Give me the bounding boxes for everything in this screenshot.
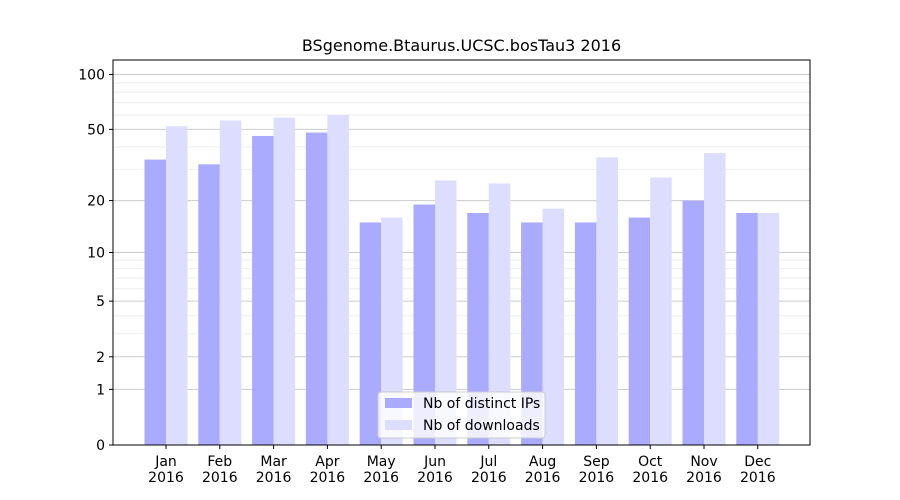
x-tick-label-month: Jul bbox=[479, 454, 497, 470]
y-tick-label: 50 bbox=[87, 122, 105, 138]
x-tick-label-year: 2016 bbox=[471, 470, 507, 486]
legend: Nb of distinct IPs Nb of downloads bbox=[377, 391, 546, 439]
x-tick-label-month: Apr bbox=[315, 454, 339, 470]
bar-downloads bbox=[650, 177, 672, 445]
y-tick-label: 2 bbox=[96, 350, 105, 366]
x-tick-label-year: 2016 bbox=[740, 470, 776, 486]
bar-distinct-ips bbox=[252, 135, 274, 445]
x-tick-label-year: 2016 bbox=[202, 470, 238, 486]
x-tick-label-month: Aug bbox=[529, 454, 556, 470]
bar-downloads bbox=[327, 114, 349, 445]
bar-distinct-ips bbox=[736, 212, 758, 445]
bar-downloads bbox=[381, 217, 403, 445]
bar-downloads bbox=[596, 157, 618, 445]
bar-downloads bbox=[166, 126, 188, 445]
y-tick-label: 20 bbox=[87, 194, 105, 210]
bar-distinct-ips bbox=[144, 159, 166, 445]
bar-distinct-ips bbox=[198, 164, 220, 445]
bar-distinct-ips bbox=[628, 217, 651, 445]
x-tick-label-month: Mar bbox=[260, 454, 287, 470]
x-tick-label-year: 2016 bbox=[417, 470, 453, 486]
legend-swatch-distinct-ips bbox=[385, 398, 412, 408]
x-tick-label-year: 2016 bbox=[256, 470, 292, 486]
x-tick-label-month: Feb bbox=[207, 454, 232, 470]
x-tick-label-year: 2016 bbox=[579, 470, 615, 486]
bars bbox=[144, 114, 780, 446]
x-tick-label-year: 2016 bbox=[525, 470, 561, 486]
legend-swatch-downloads bbox=[385, 420, 412, 430]
x-tick-label-year: 2016 bbox=[148, 470, 184, 486]
x-tick-label-month: Dec bbox=[744, 454, 771, 470]
bar-distinct-ips bbox=[574, 222, 597, 445]
x-tick-label-year: 2016 bbox=[310, 470, 346, 486]
x-tick-label-year: 2016 bbox=[632, 470, 668, 486]
legend-frame bbox=[377, 391, 546, 439]
x-axis: Jan2016Feb2016Mar2016Apr2016May2016Jun20… bbox=[148, 445, 776, 486]
bar-downloads bbox=[704, 152, 726, 445]
x-tick-label-month: Jun bbox=[423, 454, 446, 470]
y-tick-label: 10 bbox=[87, 246, 105, 262]
bar-distinct-ips bbox=[359, 222, 382, 445]
y-axis: 0 1 2 5 10 20 50 100 bbox=[78, 68, 113, 454]
bar-distinct-ips bbox=[521, 222, 543, 445]
bar-downloads bbox=[488, 183, 511, 445]
bar-downloads bbox=[757, 212, 780, 445]
x-tick-label-month: Jan bbox=[154, 454, 177, 470]
bar-distinct-ips bbox=[682, 200, 704, 445]
chart-title: BSgenome.Btaurus.UCSC.bosTau3 2016 bbox=[302, 36, 621, 55]
bar-downloads bbox=[273, 117, 296, 445]
x-tick-label-year: 2016 bbox=[363, 470, 399, 486]
bar-downloads bbox=[219, 120, 242, 445]
legend-label-distinct-ips: Nb of distinct IPs bbox=[423, 396, 540, 412]
bar-distinct-ips bbox=[413, 204, 435, 445]
x-tick-label-month: Nov bbox=[690, 454, 717, 470]
bar-downloads bbox=[435, 180, 457, 446]
bar-distinct-ips bbox=[305, 132, 328, 446]
legend-label-downloads: Nb of downloads bbox=[423, 418, 540, 434]
bar-downloads bbox=[542, 208, 565, 445]
y-tick-label: 1 bbox=[96, 382, 105, 398]
bar-distinct-ips bbox=[467, 212, 489, 445]
y-tick-label: 0 bbox=[96, 438, 105, 454]
x-tick-label-month: May bbox=[367, 454, 396, 470]
y-tick-label: 5 bbox=[96, 294, 105, 310]
y-tick-label: 100 bbox=[78, 68, 105, 84]
x-tick-label-month: Sep bbox=[583, 454, 610, 470]
x-tick-label-year: 2016 bbox=[686, 470, 722, 486]
x-tick-label-month: Oct bbox=[638, 454, 663, 470]
